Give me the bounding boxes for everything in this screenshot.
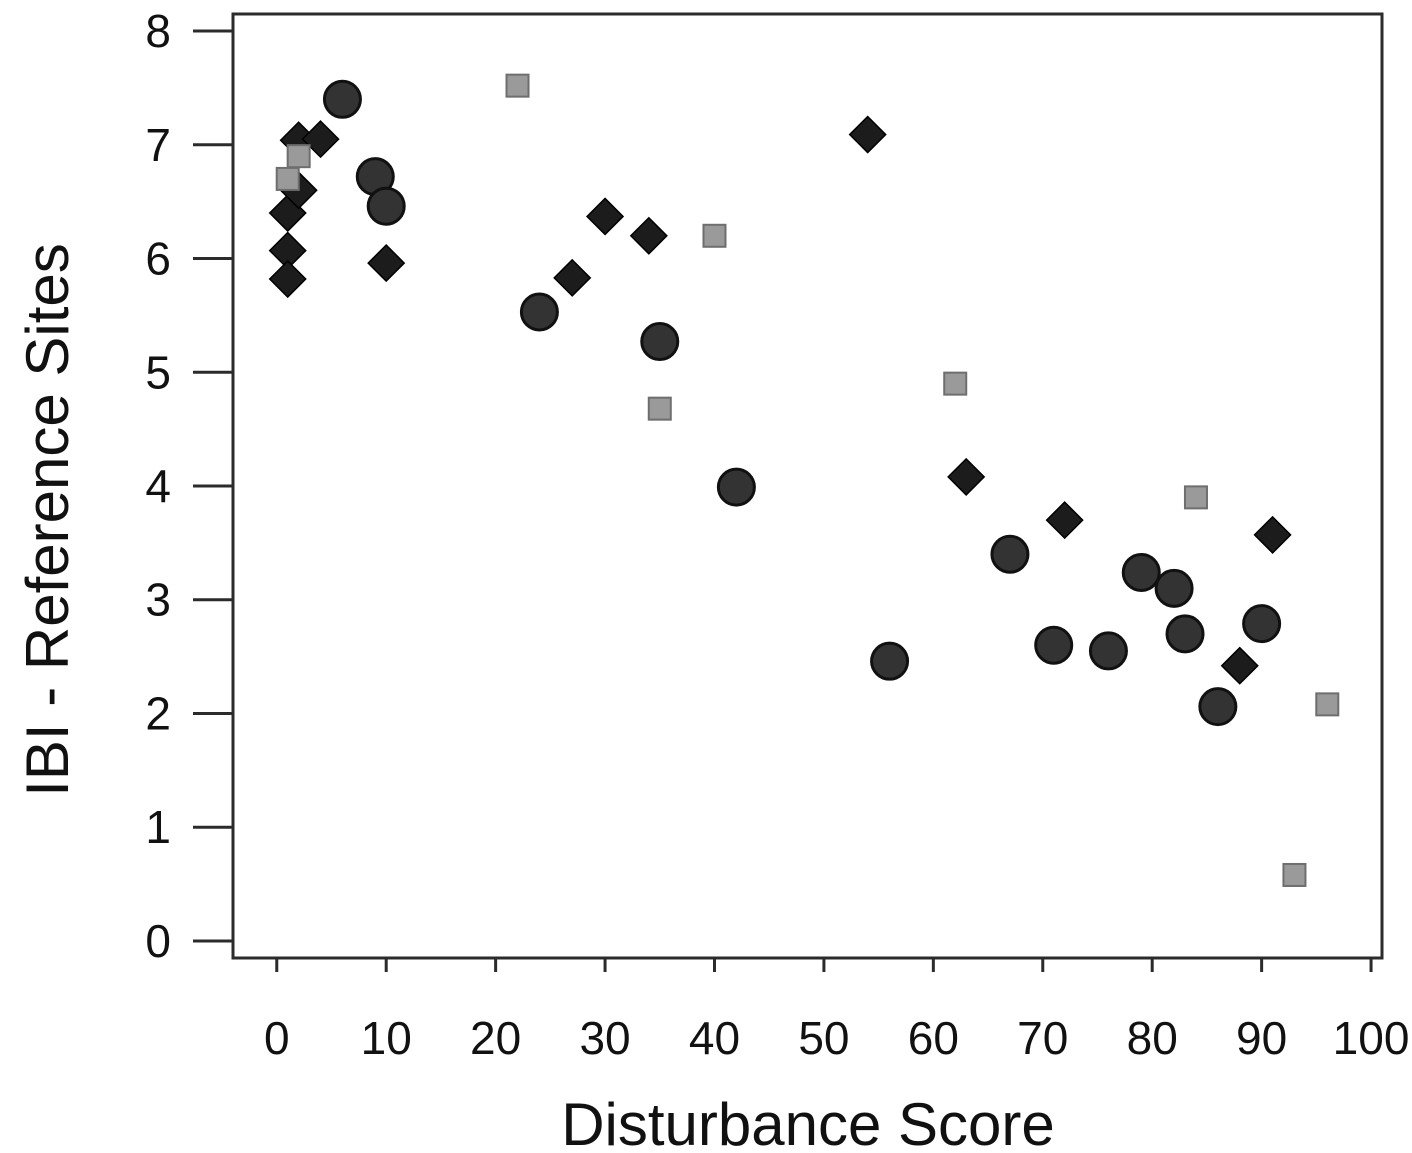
x-tick-label: 90 [1236, 1012, 1287, 1064]
square-point [286, 144, 311, 169]
square-point [1315, 692, 1340, 717]
x-tick-label: 10 [361, 1012, 412, 1064]
circle-point [322, 79, 362, 119]
circle-point [870, 641, 910, 681]
y-tick-label: 6 [145, 233, 171, 285]
diamond-point [1253, 515, 1292, 554]
y-tick-label: 3 [145, 574, 171, 626]
circle-point [1154, 568, 1194, 608]
y-tick-label: 1 [145, 801, 171, 853]
x-tick-label: 100 [1333, 1012, 1410, 1064]
x-tick-label: 40 [689, 1012, 740, 1064]
circle-point [640, 322, 680, 362]
square-point [647, 396, 672, 421]
circle-point [1165, 614, 1205, 654]
circle-point [990, 534, 1030, 574]
circle-point [519, 292, 559, 332]
y-tick-label: 7 [145, 119, 171, 171]
diamond-point [553, 258, 592, 297]
circle-point [716, 467, 756, 507]
plot-frame [231, 12, 1384, 960]
diamond-point [848, 115, 887, 154]
diamond-point [268, 259, 307, 299]
y-tick-label: 5 [145, 346, 171, 398]
square-point [275, 166, 300, 191]
y-tick-label: 0 [145, 915, 171, 967]
diamond-point [1045, 501, 1084, 540]
x-tick-label: 70 [1017, 1012, 1068, 1064]
y-axis-title: IBI - Reference Sites [14, 243, 81, 797]
diamond-point [367, 244, 406, 283]
x-axis: 0 10 20 30 40 50 60 70 80 90 100 [264, 958, 1409, 1064]
x-tick-label: 60 [908, 1012, 959, 1064]
data-points [268, 73, 1340, 887]
circle-point [1198, 687, 1238, 727]
y-tick-label: 8 [145, 5, 171, 57]
circle-point [1242, 604, 1282, 644]
diamond-point [1220, 646, 1259, 685]
x-tick-label: 30 [579, 1012, 630, 1064]
square-point [505, 73, 530, 98]
y-axis: 0 1 2 3 4 5 6 7 8 [145, 5, 233, 967]
square-point [943, 371, 968, 396]
x-axis-title: Disturbance Score [561, 1091, 1055, 1153]
square-point [1183, 485, 1208, 510]
circle-point [1088, 631, 1128, 671]
y-tick-label: 4 [145, 460, 171, 512]
diamond-point [947, 457, 986, 496]
diamond-point [301, 120, 340, 159]
circle-point [1034, 625, 1074, 665]
square-point [1282, 862, 1307, 887]
y-tick-label: 2 [145, 687, 171, 739]
x-tick-label: 20 [470, 1012, 521, 1064]
circle-point [366, 186, 406, 226]
x-tick-label: 0 [264, 1012, 290, 1064]
x-tick-label: 80 [1127, 1012, 1178, 1064]
square-point [702, 223, 727, 248]
diamond-point [585, 197, 625, 236]
diamond-point [629, 216, 668, 255]
x-tick-label: 50 [798, 1012, 849, 1064]
circle-point [1121, 552, 1161, 592]
